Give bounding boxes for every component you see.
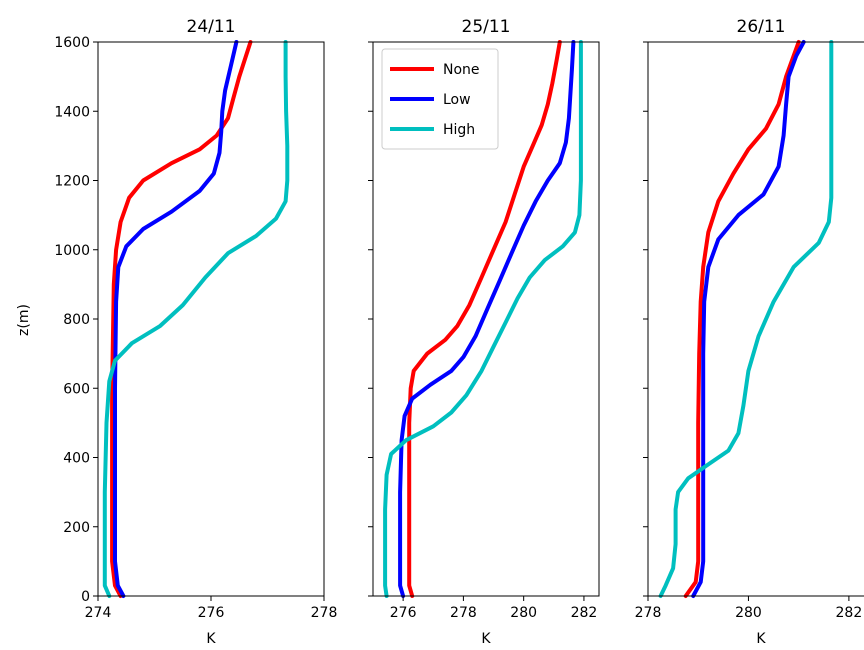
y-tick-label: 0: [81, 589, 90, 605]
legend-label-low: Low: [443, 92, 471, 108]
y-tick-label: 1400: [54, 104, 90, 120]
series-line-low: [691, 40, 806, 598]
axes-frame-26-11: [647, 41, 864, 597]
x-tick-label: 274: [85, 605, 112, 621]
x-tick-label: 280: [510, 605, 537, 621]
x-tick-label: 282: [836, 605, 863, 621]
lines-25-11: [383, 40, 583, 598]
panel-title-26-11: 26/11: [737, 17, 786, 37]
legend-box: [381, 48, 499, 150]
x-tick-label: 278: [450, 605, 477, 621]
x-axis-label-24-11: K: [206, 631, 216, 647]
x-tick-label: 276: [198, 605, 225, 621]
y-tick-label: 800: [63, 312, 90, 328]
y-tick-label: 600: [63, 381, 90, 397]
series-line-none: [407, 40, 562, 598]
x-axis-label-26-11: K: [756, 631, 766, 647]
legend-label-none: None: [443, 62, 480, 78]
panel-title-24-11: 24/11: [187, 17, 236, 37]
series-line-none: [110, 40, 253, 598]
y-tick-label: 1200: [54, 174, 90, 190]
axes-frame-25-11: [372, 41, 600, 597]
series-line-high: [383, 40, 583, 598]
x-tick-label: 276: [390, 605, 417, 621]
series-line-low: [398, 40, 576, 598]
panel-24-11: 24/11 K 274 276 278 0 200 400 600 800 1000 1200 14…: [54, 17, 337, 647]
y-tick-label: 200: [63, 520, 90, 536]
lines-24-11: [102, 40, 290, 598]
x-axis-label-25-11: K: [481, 631, 491, 647]
panel-25-11: 25/11 K 276 278 280 282: [368, 17, 600, 647]
y-tick-label: 1000: [54, 243, 90, 259]
series-line-high: [658, 40, 834, 598]
lines-26-11: [658, 40, 834, 598]
panel-26-11: 26/11 K 278 280 282: [635, 17, 864, 647]
x-tick-label: 278: [311, 605, 338, 621]
axes-frame-24-11: [97, 41, 325, 597]
ticks-26-11: 278 280 282: [635, 41, 863, 621]
ticks-25-11: 276 278 280 282: [368, 41, 598, 621]
series-line-none: [683, 40, 801, 598]
y-tick-label: 1600: [54, 35, 90, 51]
panel-title-25-11: 25/11: [462, 17, 511, 37]
x-tick-label: 282: [571, 605, 598, 621]
y-axis-label: z(m): [16, 304, 32, 336]
legend: None Low High: [381, 48, 499, 150]
series-line-high: [102, 40, 290, 598]
x-tick-label: 278: [635, 605, 662, 621]
series-line-low: [113, 40, 239, 598]
legend-label-high: High: [443, 122, 475, 138]
x-tick-label: 280: [735, 605, 762, 621]
y-tick-label: 400: [63, 451, 90, 467]
ticks-24-11: 274 276 278 0 200 400 600 800 1000 1200 1400 1600: [54, 35, 337, 621]
